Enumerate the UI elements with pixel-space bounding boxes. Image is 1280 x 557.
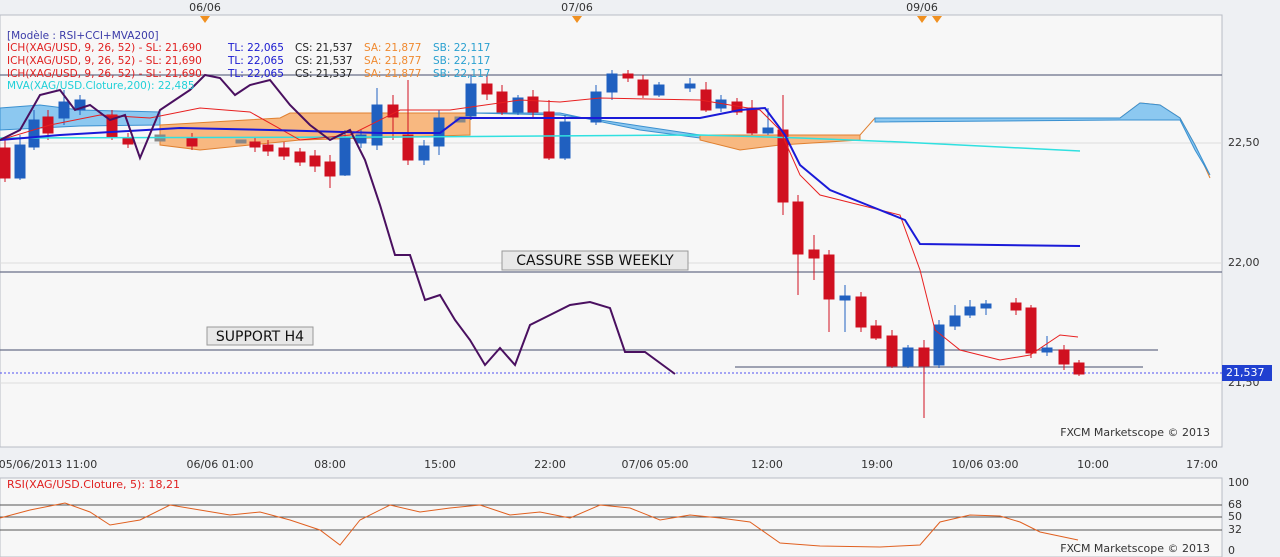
cloud-bullish [874, 102, 1211, 176]
legend-entry: CS: 21,537 [295, 55, 353, 67]
legend-entry: [Modèle : RSI+CCI+MVA200] [7, 30, 159, 42]
legend-entry: TL: 22,065 [227, 42, 284, 54]
price-label: 22,00 [1228, 256, 1260, 269]
rsi-levels [0, 504, 1222, 531]
legend: [Modèle : RSI+CCI+MVA200] ICH(XAG/USD, 9… [7, 30, 490, 92]
legend-entry: SA: 21,877 [364, 42, 421, 54]
date-markers [200, 16, 942, 23]
watermark: FXCM Marketscope © 2013 [1060, 426, 1210, 439]
legend-entry: SB: 22,117 [433, 68, 490, 80]
legend-entry: ICH(XAG/USD, 9, 26, 52) - SL: 21,690 [7, 42, 202, 54]
red-line [0, 97, 1079, 361]
legend-entry: CS: 21,537 [295, 42, 353, 54]
time-label: 17:00 [1186, 458, 1218, 471]
legend-entry: SB: 22,117 [433, 55, 490, 67]
rsi-line [0, 502, 1079, 548]
current-price: 21,537 [1226, 366, 1265, 379]
legend-entry: SB: 22,117 [433, 42, 490, 54]
current-price-box [1222, 365, 1272, 381]
time-axis: 05/06/2013 11:00 06/06 01:00 08:00 15:00… [0, 458, 1218, 471]
time-label: 15:00 [424, 458, 456, 471]
watermark: FXCM Marketscope © 2013 [1060, 542, 1210, 555]
annotation: CASSURE SSB WEEKLY [516, 253, 674, 269]
time-label: 07/06 05:00 [622, 458, 689, 471]
annotation-box [501, 250, 689, 271]
mva-line [0, 134, 1081, 152]
rsi-axis-label: 0 [1228, 544, 1235, 557]
annotation: SUPPORT H4 [216, 329, 304, 345]
rsi-legend: RSI(XAG/USD.Cloture, 5): 18,21 [7, 478, 180, 491]
rsi-axis-label: 100 [1228, 476, 1249, 489]
legend-entry: CS: 21,537 [295, 68, 353, 80]
time-label: 06/06 01:00 [187, 458, 254, 471]
candles [0, 70, 1085, 418]
time-label: 10:00 [1077, 458, 1109, 471]
time-label: 08:00 [314, 458, 346, 471]
time-label: 19:00 [861, 458, 893, 471]
annotation-box [206, 326, 314, 346]
rsi-axis-label: 50 [1228, 510, 1242, 523]
legend-entry: ICH(XAG/USD, 9, 26, 52) - SL: 21,690 [7, 68, 202, 80]
legend-entry: SA: 21,877 [364, 55, 421, 67]
time-label: 12:00 [751, 458, 783, 471]
time-label: 05/06/2013 11:00 [0, 458, 97, 471]
cci-line [0, 73, 676, 375]
date-label: 09/06 [906, 1, 938, 14]
price-label: 22,50 [1228, 136, 1260, 149]
time-label: 22:00 [534, 458, 566, 471]
legend-entry: SA: 21,877 [364, 68, 421, 80]
rsi-axis-label: 68 [1228, 498, 1242, 511]
legend-entry: TL: 22,065 [227, 55, 284, 67]
legend-entry: ICH(XAG/USD, 9, 26, 52) - SL: 21,690 [7, 55, 202, 67]
date-label: 06/06 [189, 1, 221, 14]
date-label: 07/06 [561, 1, 593, 14]
rsi-axis-label: 32 [1228, 523, 1242, 536]
blue-line [0, 106, 1081, 247]
legend-entry: MVA(XAG/USD.Cloture,200): 22,485 [7, 80, 195, 92]
legend-entry: TL: 22,065 [227, 68, 284, 80]
time-label: 10/06 03:00 [952, 458, 1019, 471]
